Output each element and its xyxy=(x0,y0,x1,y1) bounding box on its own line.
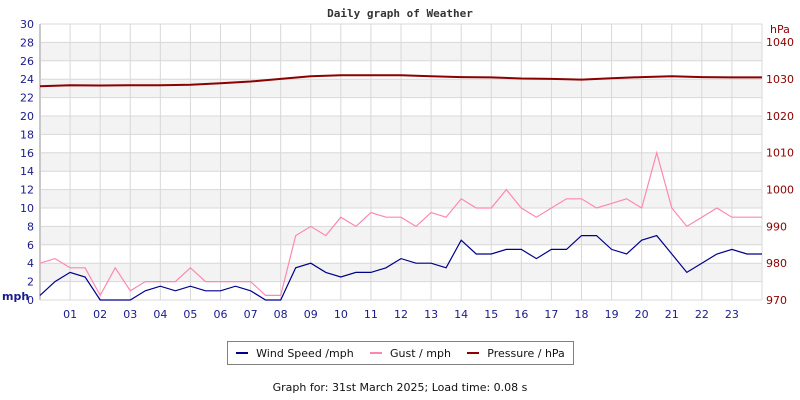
x-tick-label: 18 xyxy=(575,308,589,321)
gust-swatch xyxy=(370,352,383,354)
x-tick-label: 17 xyxy=(544,308,558,321)
series-line-wind xyxy=(39,234,762,301)
x-tick-label: 20 xyxy=(635,308,649,321)
x-tick-label: 13 xyxy=(424,308,438,321)
legend-item-gust: Gust / mph xyxy=(370,347,451,360)
right-axis-label: hPa xyxy=(770,23,790,36)
right-tick-label: 1040 xyxy=(766,36,794,49)
pressure-swatch xyxy=(467,352,480,354)
left-tick-label: 6 xyxy=(27,239,34,252)
legend-item-pressure: Pressure / hPa xyxy=(467,347,565,360)
left-tick-label: 2 xyxy=(27,276,34,289)
x-tick-label: 16 xyxy=(514,308,528,321)
right-tick-label: 990 xyxy=(766,220,787,233)
right-tick-label: 980 xyxy=(766,257,787,270)
x-tick-label: 02 xyxy=(93,308,107,321)
left-tick-label: 20 xyxy=(20,110,34,123)
x-tick-label: 06 xyxy=(214,308,228,321)
x-tick-label: 15 xyxy=(484,308,498,321)
legend: Wind Speed /mph Gust / mph Pressure / hP… xyxy=(227,341,574,365)
legend-label-gust: Gust / mph xyxy=(390,346,451,360)
footer-text: Graph for: 31st March 2025; Load time: 0… xyxy=(272,381,528,394)
right-tick-label: 1020 xyxy=(766,110,794,123)
left-tick-label: 28 xyxy=(20,36,34,49)
x-tick-label: 14 xyxy=(454,308,468,321)
right-tick-label: 1010 xyxy=(766,147,794,160)
wind-swatch xyxy=(236,352,249,354)
right-tick-label: 1030 xyxy=(766,73,794,86)
x-tick-label: 05 xyxy=(183,308,197,321)
left-tick-label: 8 xyxy=(27,220,34,233)
x-tick-label: 03 xyxy=(123,308,137,321)
legend-label-pressure: Pressure / hPa xyxy=(487,346,565,360)
x-tick-label: 12 xyxy=(394,308,408,321)
left-tick-label: 18 xyxy=(20,128,34,141)
x-tick-label: 08 xyxy=(274,308,288,321)
x-tick-label: 01 xyxy=(63,308,77,321)
x-tick-label: 22 xyxy=(695,308,709,321)
left-tick-label: 16 xyxy=(20,147,34,160)
series-line-pressure xyxy=(39,74,762,88)
right-tick-label: 970 xyxy=(766,294,787,307)
x-tick-label: 07 xyxy=(244,308,258,321)
left-tick-label: 22 xyxy=(20,92,34,105)
left-tick-label: 24 xyxy=(20,73,34,86)
legend-item-wind: Wind Speed /mph xyxy=(236,347,354,360)
x-tick-label: 04 xyxy=(153,308,167,321)
x-tick-label: 23 xyxy=(725,308,739,321)
left-tick-label: 30 xyxy=(20,18,34,31)
x-tick-label: 21 xyxy=(665,308,679,321)
left-tick-label: 0 xyxy=(27,294,34,307)
x-tick-label: 09 xyxy=(304,308,318,321)
left-tick-label: 10 xyxy=(20,202,34,215)
x-tick-label: 10 xyxy=(334,308,348,321)
left-tick-label: 4 xyxy=(27,257,34,270)
left-tick-label: 12 xyxy=(20,184,34,197)
right-tick-label: 1000 xyxy=(766,183,794,196)
left-axis-label: mph xyxy=(2,290,29,303)
series-line-gust xyxy=(39,150,762,297)
left-tick-label: 26 xyxy=(20,55,34,68)
x-tick-label: 11 xyxy=(364,308,378,321)
left-tick-label: 14 xyxy=(20,165,34,178)
chart-title: Daily graph of Weather xyxy=(327,7,473,20)
x-tick-label: 19 xyxy=(605,308,619,321)
legend-label-wind: Wind Speed /mph xyxy=(256,346,354,360)
